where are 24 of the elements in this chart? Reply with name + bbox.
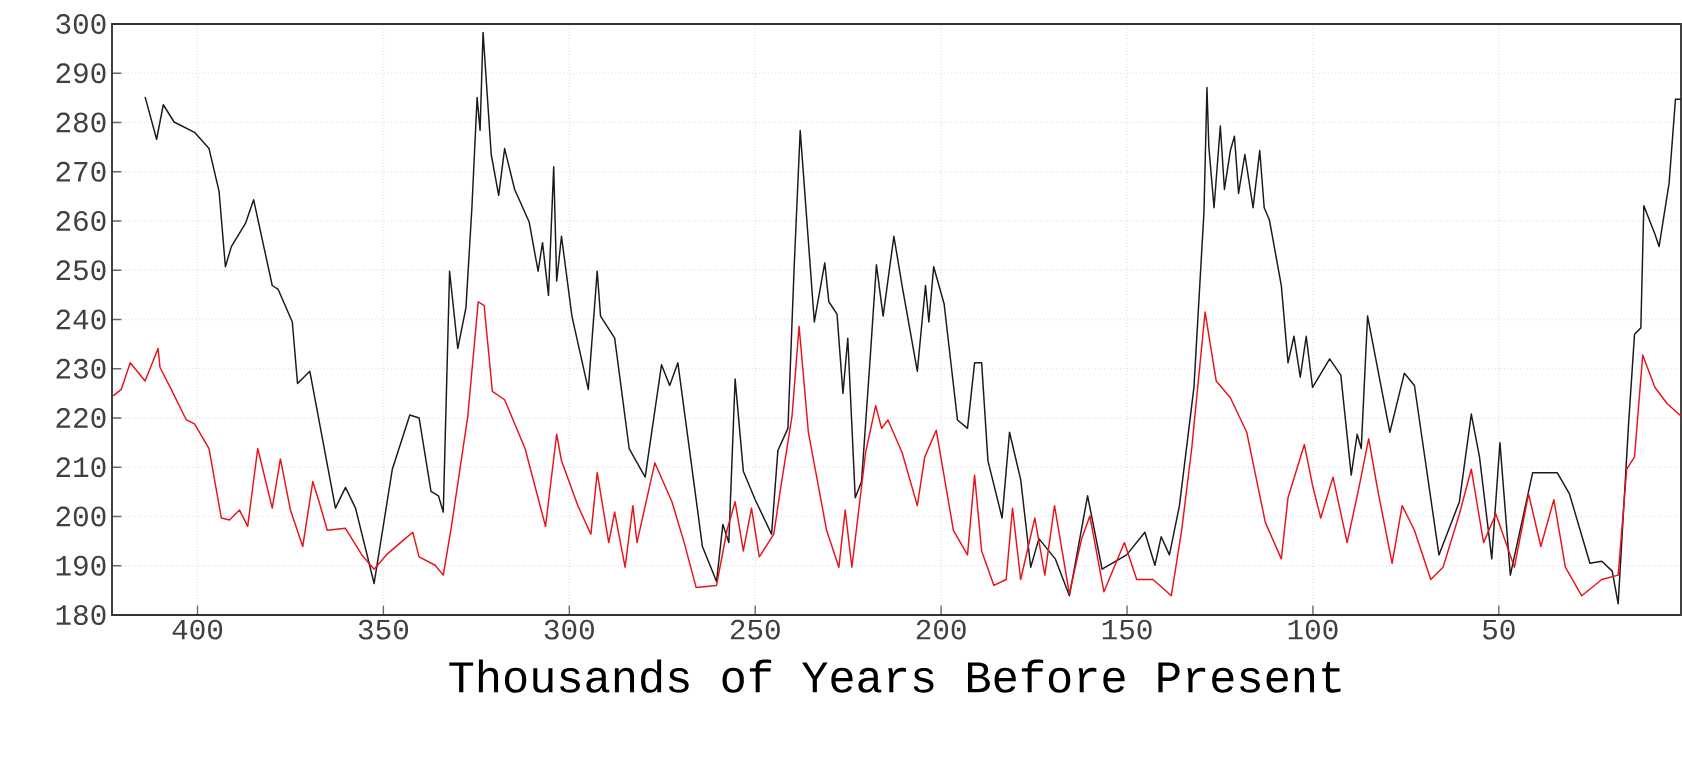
- y-tick-label: 220: [56, 408, 106, 428]
- y-tick-label: 260: [56, 211, 106, 231]
- y-tick-label: 240: [56, 309, 106, 330]
- x-tick-label: 350: [358, 619, 409, 640]
- y-tick-label: 190: [56, 555, 106, 576]
- y-tick-label: 280: [56, 112, 106, 133]
- y-tick-label: 200: [56, 506, 106, 527]
- line-series: [144, 31, 1681, 605]
- y-tick-label: 230: [56, 358, 106, 379]
- x-tick-label: 200: [916, 619, 966, 640]
- x-tick-label: 250: [730, 619, 780, 640]
- x-tick-label: 100: [1288, 619, 1338, 640]
- y-tick-label: 210: [56, 457, 106, 478]
- x-tick-label: 150: [1102, 619, 1152, 640]
- x-tick-label: 50: [1483, 619, 1515, 640]
- x-axis-title: Thousands of Years Before Present: [449, 659, 1341, 693]
- x-tick-label: 400: [172, 619, 223, 640]
- y-tick-label: 300: [56, 14, 106, 34]
- x-tick-label: 300: [544, 619, 594, 640]
- line-series: [112, 301, 1681, 597]
- y-tick-label: 290: [56, 63, 106, 84]
- y-tick-label: 250: [56, 260, 106, 281]
- y-tick-label: 180: [56, 605, 106, 625]
- y-tick-label: 270: [56, 161, 106, 182]
